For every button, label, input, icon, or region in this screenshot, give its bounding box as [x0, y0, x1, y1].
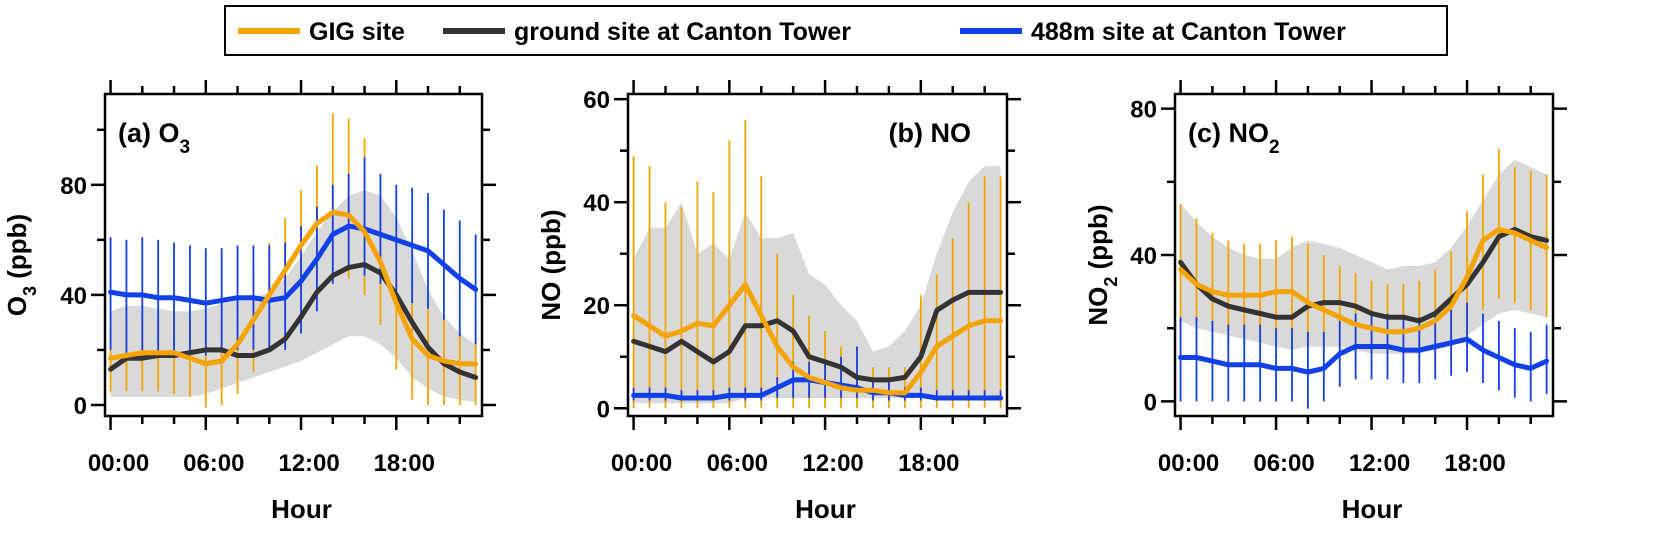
- plot-frame: [103, 92, 484, 418]
- x-tick-label: 12:00: [278, 450, 339, 477]
- ground-series-line: [108, 262, 479, 380]
- gig-series-line: [108, 209, 479, 367]
- ground-range-band: [633, 166, 1001, 404]
- x-tick-label: 06:00: [183, 450, 244, 477]
- tower-series-line: [108, 223, 479, 306]
- y-tick-label: 40: [1130, 243, 1157, 270]
- x-axis-title: Hour: [1342, 494, 1403, 524]
- y-tick-label: 0: [74, 393, 87, 420]
- y-axis-title: NO2 (ppb): [1083, 204, 1121, 325]
- x-tick-label: 06:00: [707, 450, 768, 477]
- ground-range-band: [1180, 159, 1547, 354]
- y-tick-label: 80: [1130, 97, 1157, 124]
- tower-series-line: [1178, 336, 1550, 375]
- legend-label-ground: ground site at Canton Tower: [514, 18, 851, 46]
- x-tick-label: 12:00: [1349, 450, 1410, 477]
- x-tick-label: 18:00: [1444, 450, 1505, 477]
- x-tick-label: 18:00: [898, 450, 959, 477]
- y-tick-label: 60: [583, 87, 610, 114]
- y-tick-label: 40: [60, 283, 87, 310]
- panel-label: (b) NO: [889, 118, 971, 148]
- panel-no2: 0 40 80 00:00 06:00 12:00 18:00 Hour NO2 (ppb) (c…: [1083, 80, 1567, 524]
- panel-no: 0 20 40 60 00:00 06:00 12:00 18:00 Hour NO (ppb) (…: [536, 80, 1021, 524]
- legend-label-tower: 488m site at Canton Tower: [1031, 18, 1346, 46]
- legend: GIG site ground site at Canton Tower 488…: [224, 5, 1448, 56]
- y-tick-label: 0: [1144, 389, 1157, 416]
- y-tick-label: 20: [583, 293, 610, 320]
- y-tick-label: 80: [60, 173, 87, 200]
- plot-frame: [626, 92, 1009, 418]
- panel-o3: 0 40 80 00:00 06:00 12:00 18:00 Hour O3 (ppb) (a)…: [2, 80, 496, 524]
- legend-frame: [224, 5, 1448, 56]
- legend-label-gig: GIG site: [309, 18, 405, 46]
- y-tick-label: 40: [583, 190, 610, 217]
- ground-series-line: [631, 289, 1004, 383]
- x-tick-label: 18:00: [374, 450, 435, 477]
- y-axis-title: NO (ppb): [536, 209, 566, 320]
- y-axis-title: O3 (ppb): [2, 214, 40, 316]
- y-tick-label: 0: [597, 396, 610, 423]
- x-axis-title: Hour: [271, 494, 332, 524]
- x-tick-label: 12:00: [802, 450, 863, 477]
- panel-label: (a) O3: [118, 118, 190, 158]
- gig-series-line: [631, 282, 1004, 396]
- x-tick-label: 06:00: [1253, 450, 1314, 477]
- gig-series-line: [1178, 226, 1550, 335]
- x-tick-label: 00:00: [88, 450, 149, 477]
- x-tick-label: 00:00: [1158, 450, 1219, 477]
- ground-series-line: [1178, 226, 1550, 324]
- panel-label: (c) NO2: [1188, 118, 1280, 158]
- x-tick-label: 00:00: [611, 450, 672, 477]
- x-axis-title: Hour: [795, 494, 856, 524]
